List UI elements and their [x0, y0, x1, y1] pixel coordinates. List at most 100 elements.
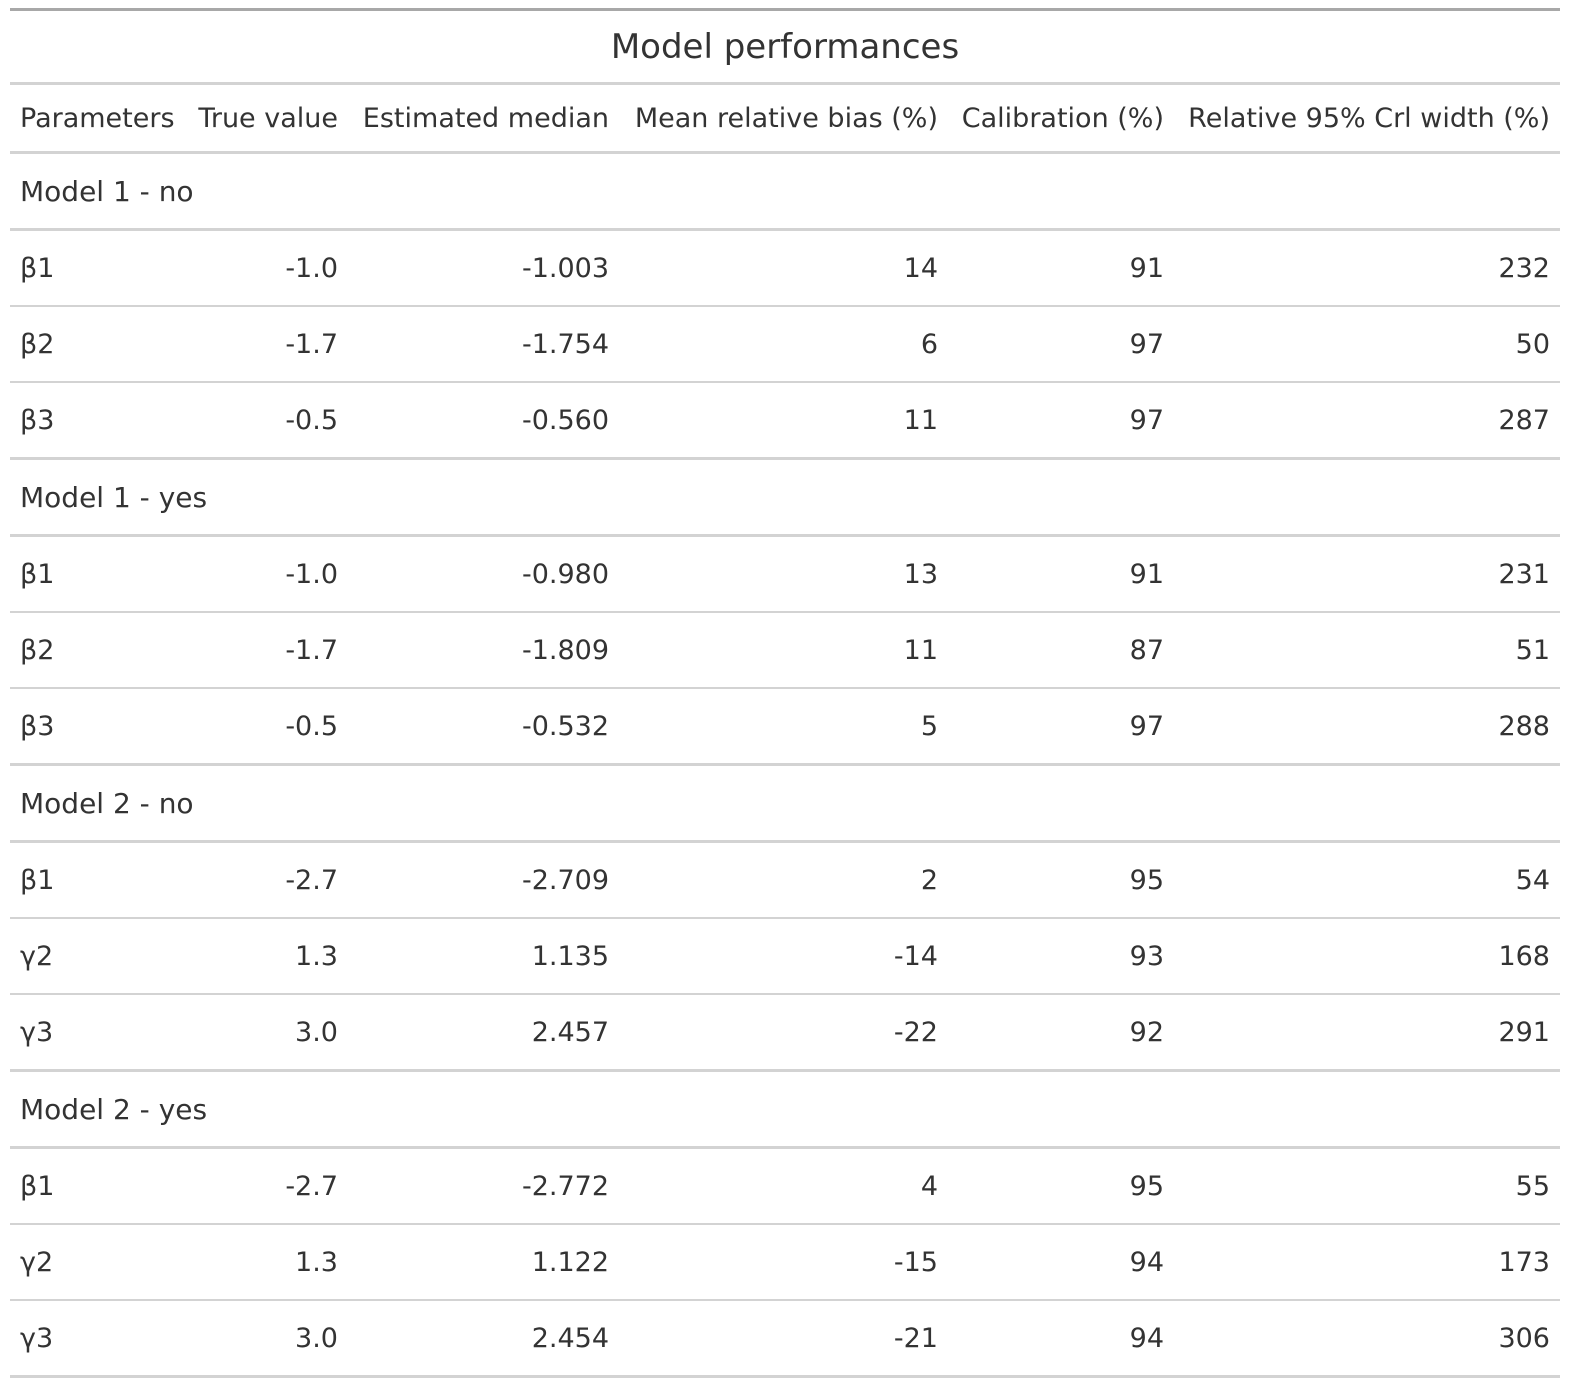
cell-crl-width: 232: [1174, 229, 1560, 307]
table-row: β1 -1.0 -0.980 13 91 231: [10, 535, 1560, 613]
cell-parameter: β1: [10, 1147, 186, 1225]
group-label: Model 2 - no: [10, 764, 1560, 843]
table-row: β1 -2.7 -2.709 2 95 54: [10, 841, 1560, 919]
cell-parameter: γ2: [10, 1224, 186, 1301]
column-header-calibration: Calibration (%): [948, 85, 1174, 154]
cell-mean-relative-bias: 11: [619, 382, 948, 460]
cell-parameter: β3: [10, 688, 186, 766]
cell-mean-relative-bias: 5: [619, 688, 948, 766]
cell-calibration: 91: [948, 229, 1174, 307]
table-row: β2 -1.7 -1.809 11 87 51: [10, 612, 1560, 689]
cell-estimated-median: -0.980: [348, 535, 619, 613]
cell-true-value: -2.7: [186, 1147, 348, 1225]
cell-estimated-median: -0.532: [348, 688, 619, 766]
cell-true-value: 1.3: [186, 1224, 348, 1301]
cell-calibration: 97: [948, 382, 1174, 460]
group-label: Model 1 - yes: [10, 458, 1560, 537]
table-title: Model performances: [10, 8, 1560, 85]
cell-estimated-median: -1.754: [348, 306, 619, 383]
cell-crl-width: 231: [1174, 535, 1560, 613]
cell-crl-width: 306: [1174, 1300, 1560, 1378]
cell-crl-width: 55: [1174, 1147, 1560, 1225]
cell-calibration: 95: [948, 841, 1174, 919]
table-row: β1 -2.7 -2.772 4 95 55: [10, 1147, 1560, 1225]
cell-calibration: 87: [948, 612, 1174, 689]
group-label: Model 2 - yes: [10, 1070, 1560, 1149]
cell-parameter: γ3: [10, 994, 186, 1072]
cell-estimated-median: -2.772: [348, 1147, 619, 1225]
cell-parameter: β1: [10, 841, 186, 919]
cell-parameter: β3: [10, 382, 186, 460]
cell-estimated-median: 1.122: [348, 1224, 619, 1301]
cell-crl-width: 291: [1174, 994, 1560, 1072]
cell-crl-width: 54: [1174, 841, 1560, 919]
column-header-parameters: Parameters: [10, 85, 186, 154]
cell-crl-width: 50: [1174, 306, 1560, 383]
cell-true-value: 3.0: [186, 1300, 348, 1378]
cell-mean-relative-bias: 14: [619, 229, 948, 307]
cell-estimated-median: 2.454: [348, 1300, 619, 1378]
cell-mean-relative-bias: -15: [619, 1224, 948, 1301]
table-row: β2 -1.7 -1.754 6 97 50: [10, 306, 1560, 383]
cell-true-value: -1.0: [186, 535, 348, 613]
table-row: β1 -1.0 -1.003 14 91 232: [10, 229, 1560, 307]
cell-mean-relative-bias: 13: [619, 535, 948, 613]
cell-calibration: 94: [948, 1300, 1174, 1378]
cell-true-value: -1.7: [186, 306, 348, 383]
cell-calibration: 94: [948, 1224, 1174, 1301]
cell-parameter: β1: [10, 229, 186, 307]
cell-parameter: β2: [10, 612, 186, 689]
cell-calibration: 92: [948, 994, 1174, 1072]
column-header-true-value: True value: [186, 85, 348, 154]
table-row: γ3 3.0 2.457 -22 92 291: [10, 994, 1560, 1072]
group-row: Model 1 - no: [10, 152, 1560, 231]
cell-crl-width: 173: [1174, 1224, 1560, 1301]
results-table: Parameters True value Estimated median M…: [10, 85, 1560, 1378]
table-row: β3 -0.5 -0.560 11 97 287: [10, 382, 1560, 460]
cell-calibration: 95: [948, 1147, 1174, 1225]
cell-true-value: 1.3: [186, 918, 348, 995]
cell-parameter: γ2: [10, 918, 186, 995]
cell-mean-relative-bias: 4: [619, 1147, 948, 1225]
cell-true-value: -0.5: [186, 382, 348, 460]
cell-estimated-median: -1.809: [348, 612, 619, 689]
results-table-container: Model performances Parameters True value…: [10, 8, 1560, 1378]
cell-estimated-median: -0.560: [348, 382, 619, 460]
cell-crl-width: 168: [1174, 918, 1560, 995]
cell-calibration: 93: [948, 918, 1174, 995]
column-header-estimated-median: Estimated median: [348, 85, 619, 154]
cell-parameter: β1: [10, 535, 186, 613]
cell-calibration: 97: [948, 688, 1174, 766]
group-row: Model 1 - yes: [10, 458, 1560, 537]
table-row: γ3 3.0 2.454 -21 94 306: [10, 1300, 1560, 1378]
cell-mean-relative-bias: -21: [619, 1300, 948, 1378]
cell-mean-relative-bias: 6: [619, 306, 948, 383]
cell-estimated-median: 1.135: [348, 918, 619, 995]
cell-true-value: -1.7: [186, 612, 348, 689]
cell-true-value: -2.7: [186, 841, 348, 919]
cell-true-value: 3.0: [186, 994, 348, 1072]
cell-parameter: γ3: [10, 1300, 186, 1378]
group-label: Model 1 - no: [10, 152, 1560, 231]
cell-mean-relative-bias: 11: [619, 612, 948, 689]
cell-crl-width: 287: [1174, 382, 1560, 460]
cell-true-value: -1.0: [186, 229, 348, 307]
cell-mean-relative-bias: -14: [619, 918, 948, 995]
cell-true-value: -0.5: [186, 688, 348, 766]
column-header-crl-width: Relative 95% Crl width (%): [1174, 85, 1560, 154]
group-row: Model 2 - no: [10, 764, 1560, 843]
table-row: γ2 1.3 1.135 -14 93 168: [10, 918, 1560, 995]
cell-estimated-median: -1.003: [348, 229, 619, 307]
column-header-mean-relative-bias: Mean relative bias (%): [619, 85, 948, 154]
table-row: β3 -0.5 -0.532 5 97 288: [10, 688, 1560, 766]
cell-mean-relative-bias: -22: [619, 994, 948, 1072]
table-row: γ2 1.3 1.122 -15 94 173: [10, 1224, 1560, 1301]
cell-parameter: β2: [10, 306, 186, 383]
cell-calibration: 97: [948, 306, 1174, 383]
cell-calibration: 91: [948, 535, 1174, 613]
cell-estimated-median: 2.457: [348, 994, 619, 1072]
cell-crl-width: 288: [1174, 688, 1560, 766]
cell-mean-relative-bias: 2: [619, 841, 948, 919]
table-body: Model 1 - no β1 -1.0 -1.003 14 91 232 β2 -1.7 -1.…: [10, 152, 1560, 1378]
group-row: Model 2 - yes: [10, 1070, 1560, 1149]
